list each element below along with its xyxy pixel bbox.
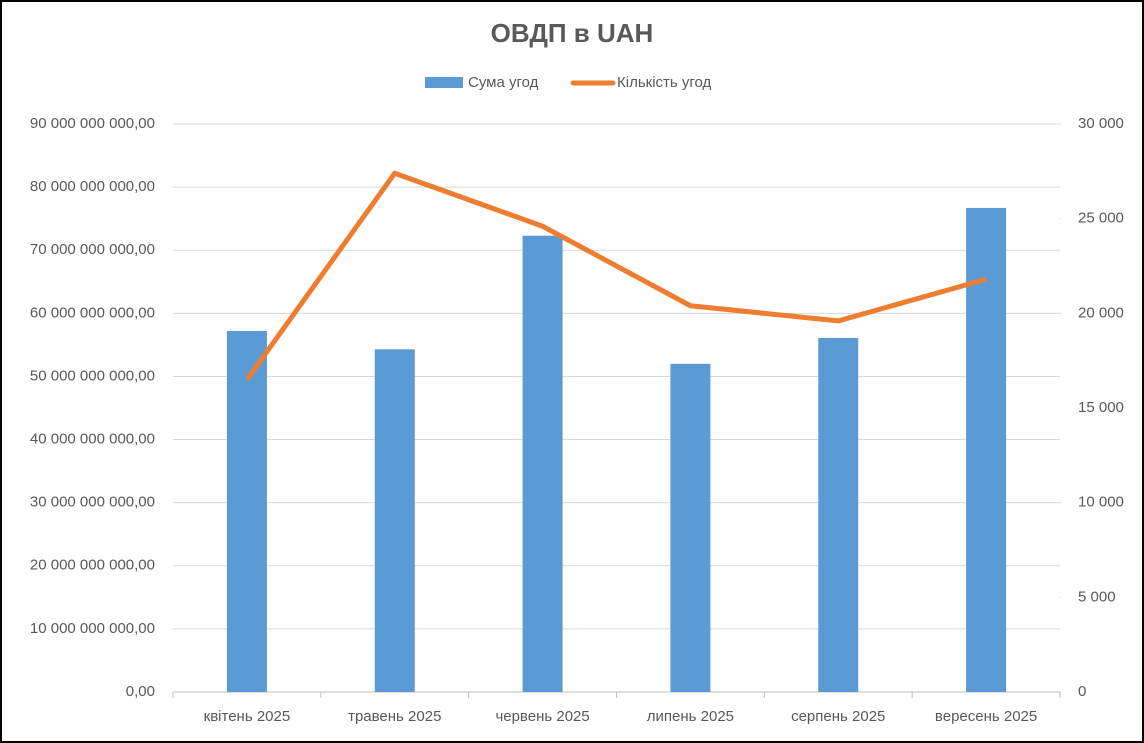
y2-tick-label: 25 000 [1078,210,1124,227]
y-tick-label: 70 000 000 000,00 [30,241,155,258]
bar [670,363,711,692]
y2-tick-label: 20 000 [1078,304,1124,321]
y-tick-label: 60 000 000 000,00 [30,304,155,321]
x-tick-label: липень 2025 [647,708,734,725]
bar [226,331,267,692]
x-tick-label: травень 2025 [348,708,441,725]
legend-label: Кількість угод [617,74,712,91]
bar [966,207,1007,692]
legend-swatch [425,77,463,88]
line [244,170,987,382]
y2-tick-label: 15 000 [1078,399,1124,416]
x-tick-label: серпень 2025 [791,708,885,725]
x-tick-label: квітень 2025 [204,708,291,725]
y2-tick-label: 10 000 [1078,494,1124,511]
legend-label: Сума угод [468,74,539,91]
y-tick-label: 0,00 [126,683,155,700]
x-tick-label: червень 2025 [495,708,589,725]
y2-tick-label: 5 000 [1078,588,1116,605]
x-tick-label: вересень 2025 [935,708,1037,725]
y2-tick-label: 30 000 [1078,115,1124,132]
y-tick-label: 30 000 000 000,00 [30,494,155,511]
bar [374,349,415,692]
y-tick-label: 20 000 000 000,00 [30,557,155,574]
y-tick-label: 40 000 000 000,00 [30,431,155,448]
y-tick-label: 80 000 000 000,00 [30,178,155,195]
y-tick-label: 90 000 000 000,00 [30,115,155,132]
y-tick-label: 10 000 000 000,00 [30,620,155,637]
y-tick-label: 50 000 000 000,00 [30,367,155,384]
bar [522,235,563,692]
y2-tick-label: 0 [1078,683,1086,700]
bar [818,337,859,692]
chart-title: ОВДП в UAH [491,18,654,48]
